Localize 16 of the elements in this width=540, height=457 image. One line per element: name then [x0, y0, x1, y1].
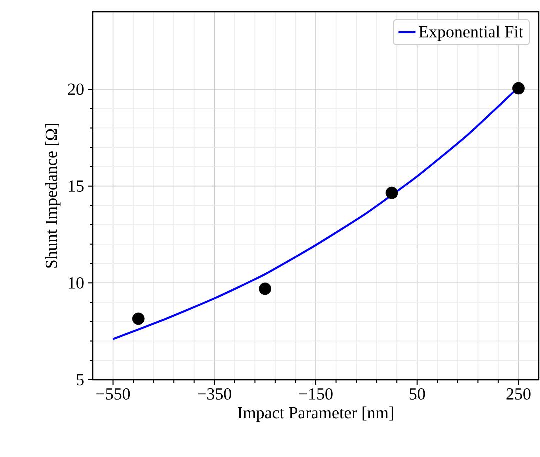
x-tick-label: −550	[96, 388, 130, 400]
y-axis-title: Shunt Impedance [Ω]	[45, 124, 61, 268]
y-tick-label: 15	[69, 180, 84, 192]
x-tick-label: −350	[198, 388, 232, 400]
point	[259, 282, 272, 296]
x-tick-label: 250	[506, 388, 531, 400]
x-tick-label: 50	[410, 388, 426, 400]
y-tick-label: 5	[77, 374, 84, 386]
y-tick-label: 10	[69, 277, 84, 289]
point	[386, 186, 398, 200]
y-tick-label: 20	[68, 84, 84, 96]
point	[132, 312, 145, 326]
point	[512, 82, 525, 95]
x-tick-label: −150	[299, 388, 333, 400]
legend-label: Exponential Fit	[419, 26, 524, 42]
x-axis-title: Impact Parameter [nm]	[238, 406, 394, 422]
